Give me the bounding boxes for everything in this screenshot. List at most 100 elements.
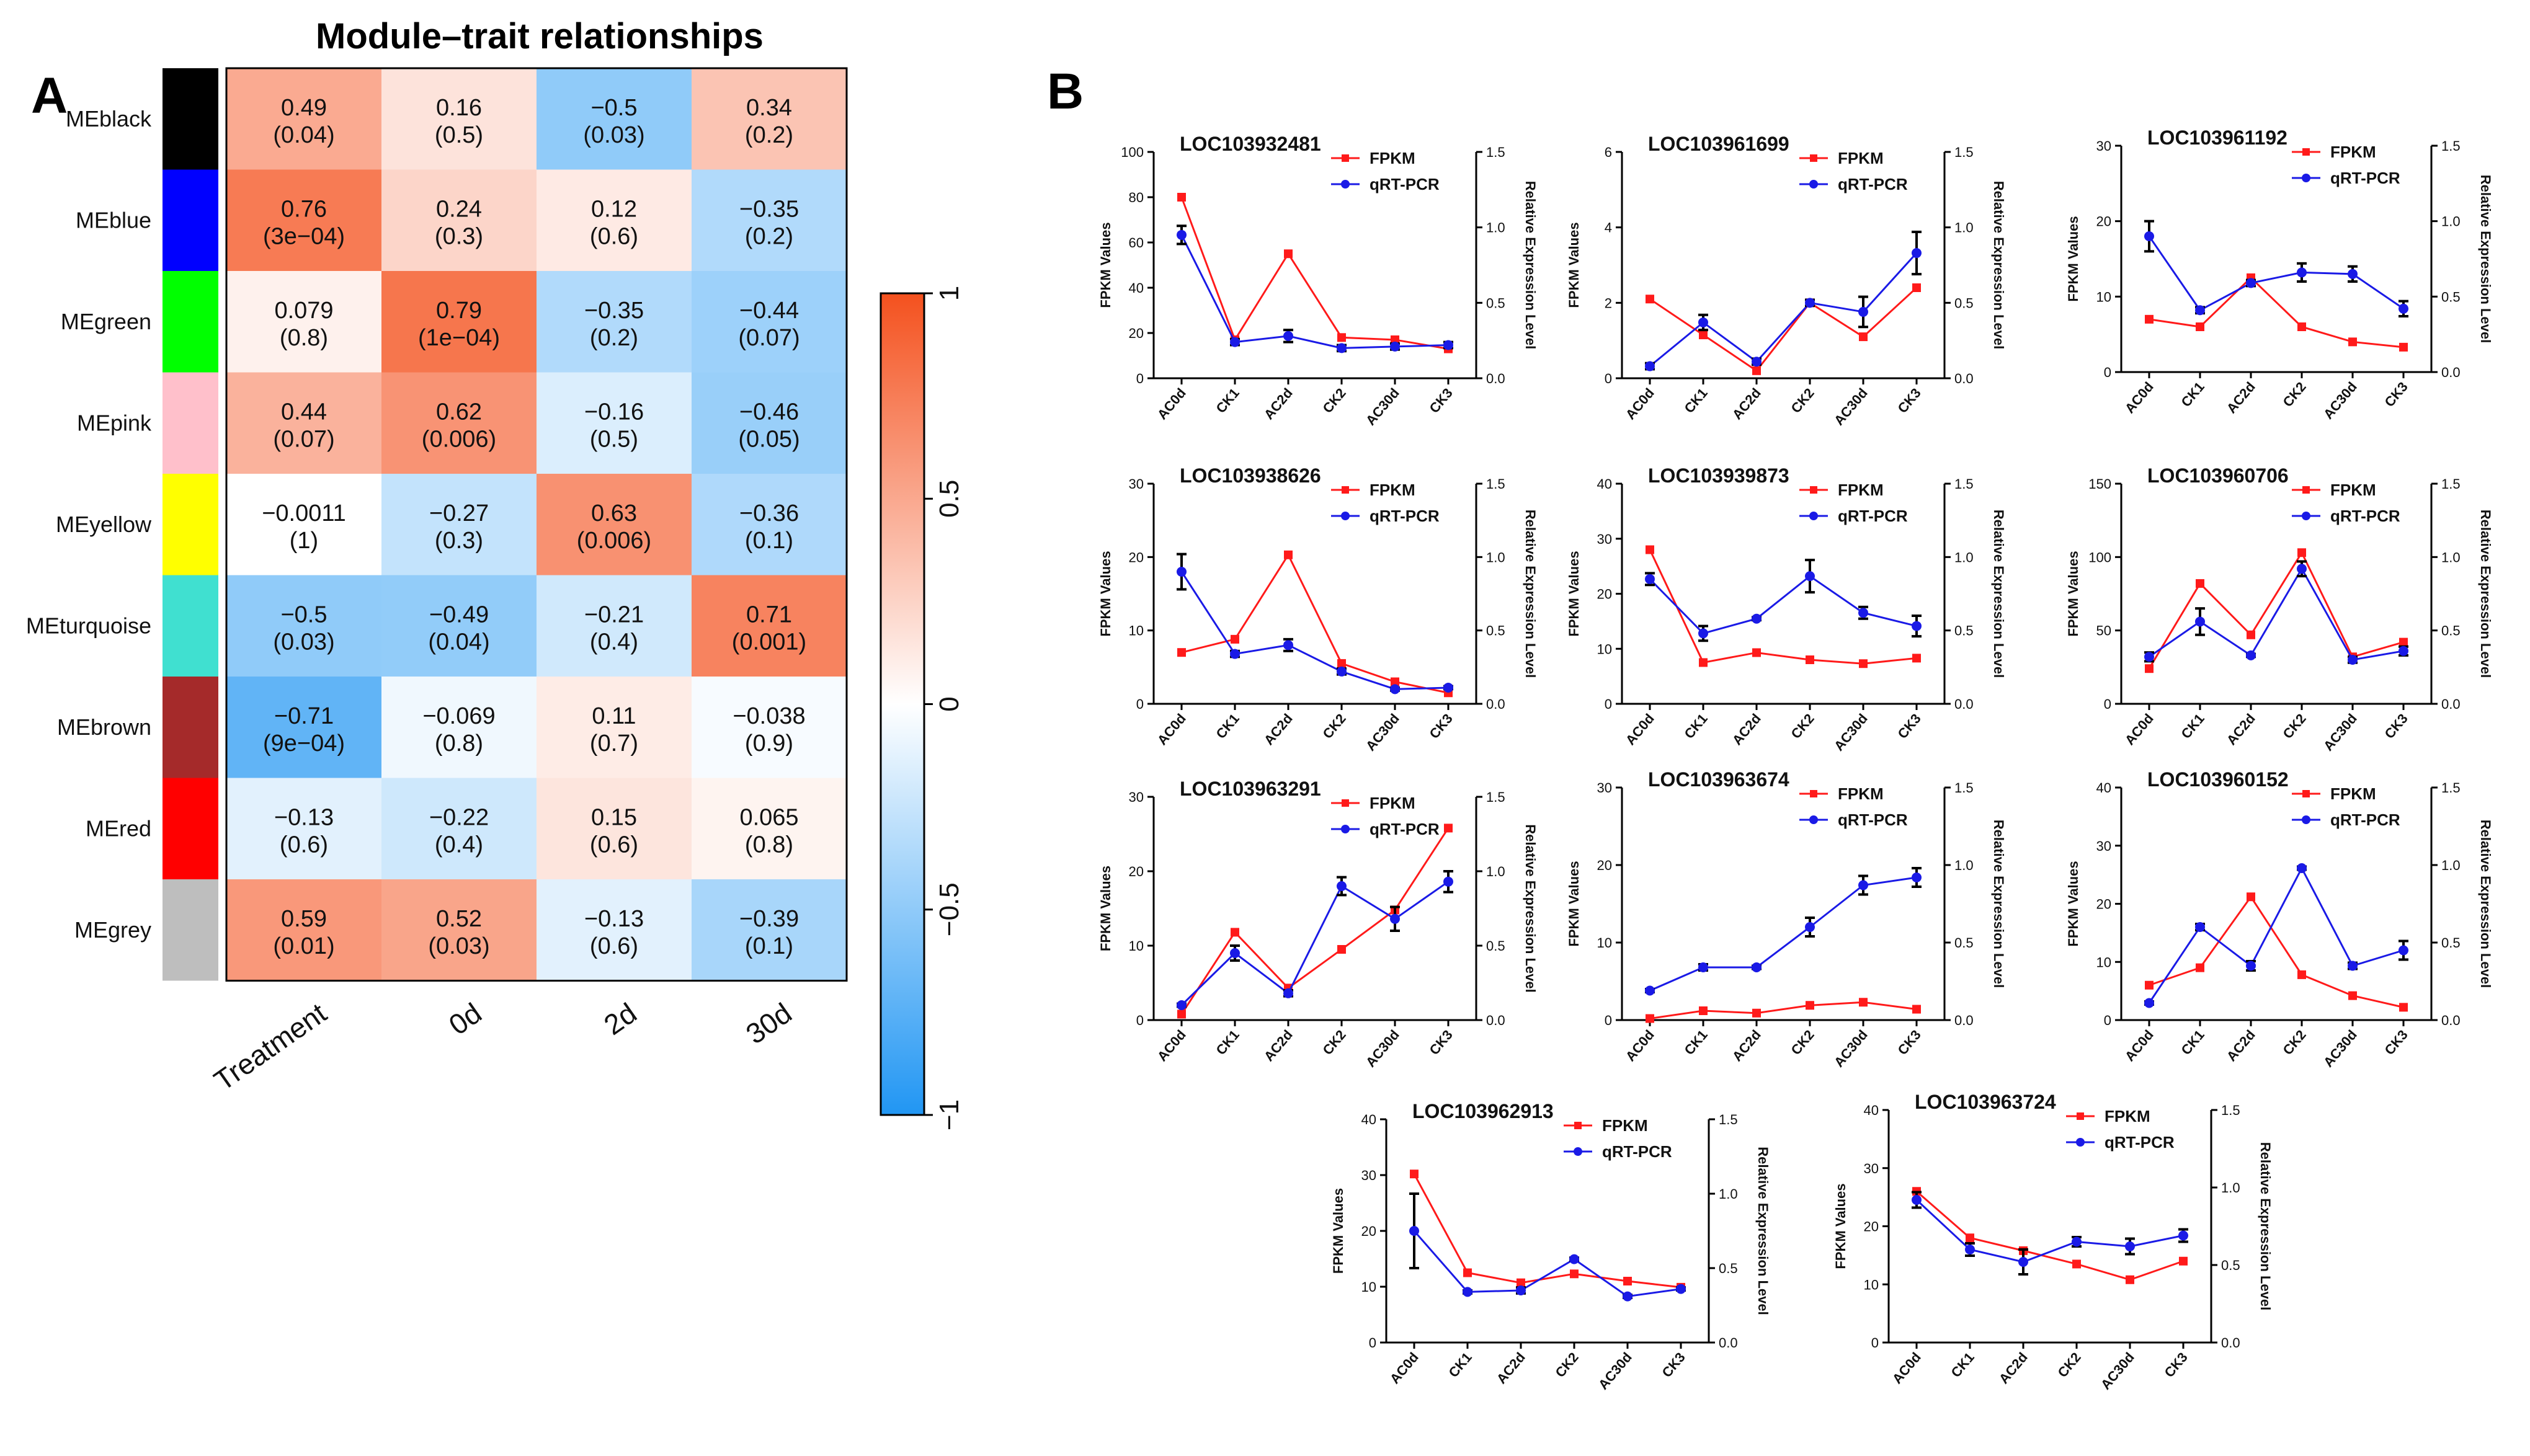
x-tick-label: CK3 xyxy=(1894,1027,1923,1058)
right-tick-label: 1.0 xyxy=(2441,214,2461,229)
right-tick-label: 1.5 xyxy=(1954,476,1974,492)
qrt-series-line xyxy=(1180,234,1449,349)
qrt-point xyxy=(1912,621,1922,631)
x-tick-label: CK3 xyxy=(2161,1349,2190,1380)
fpkm-point xyxy=(1699,331,1708,340)
qrt-point xyxy=(1390,341,1400,352)
right-tick-label: 1.0 xyxy=(1486,220,1505,236)
left-axis-title: FPKM Values xyxy=(2065,551,2081,636)
cell-correlation: 0.76 xyxy=(281,196,327,222)
legend-fpkm-label: FPKM xyxy=(2330,143,2376,161)
left-tick-label: 10 xyxy=(1597,641,1612,657)
right-axis-title: Relative Expression Level xyxy=(2478,820,2493,988)
line-chart: 0 10 20 30 0.0 0.5 1.0 1.5 FPKM Values Relative E… xyxy=(1566,768,2007,1070)
cell-pvalue: (0.1) xyxy=(745,933,793,959)
cell-pvalue: (0.006) xyxy=(422,426,496,452)
cell-correlation: −0.16 xyxy=(584,399,644,425)
right-axis-title: Relative Expression Level xyxy=(1991,510,2007,678)
cell-pvalue: (0.1) xyxy=(745,528,793,554)
qrt-point xyxy=(2125,1241,2135,1251)
qrt-point xyxy=(2195,305,2205,316)
cell-pvalue: (0.5) xyxy=(590,426,638,452)
qrt-point xyxy=(1230,948,1240,958)
left-axis-title: FPKM Values xyxy=(2065,861,2081,946)
colorbar-tick-label: 0 xyxy=(934,696,964,711)
left-tick-label: 10 xyxy=(2096,289,2111,304)
right-axis-title: Relative Expression Level xyxy=(1523,510,1538,678)
panel-a-heatmap: A Module–trait relationships 0.49(0.04)0… xyxy=(26,16,964,1130)
qrt-point xyxy=(1752,613,1762,624)
cell-pvalue: (9e−04) xyxy=(263,730,345,757)
cell-correlation: 0.24 xyxy=(436,196,482,222)
x-tick-label: AC0d xyxy=(2122,711,2157,748)
left-tick-label: 10 xyxy=(1361,1279,1376,1295)
qrt-point xyxy=(1645,574,1655,584)
x-tick-label: CK1 xyxy=(1948,1349,1977,1380)
fpkm-point xyxy=(1912,283,1921,292)
heatmap-cell xyxy=(226,677,381,778)
cell-correlation: 0.16 xyxy=(436,95,482,121)
right-tick-label: 0.0 xyxy=(1954,1013,1974,1028)
x-tick-label: AC2d xyxy=(2224,1027,2258,1064)
cell-pvalue: (0.6) xyxy=(590,223,638,249)
qrt-series-line xyxy=(1649,575,1917,635)
x-tick-label: AC30d xyxy=(2320,1027,2360,1070)
heatmap-cell xyxy=(226,372,381,474)
module-label: MEblue xyxy=(76,207,151,233)
cell-pvalue: (0.8) xyxy=(435,730,483,757)
left-tick-label: 2 xyxy=(1605,295,1612,311)
legend-qrt-marker xyxy=(2302,815,2310,824)
module-color-swatch xyxy=(163,474,218,575)
x-tick-label: CK2 xyxy=(1788,385,1817,416)
heatmap-cell xyxy=(692,474,847,575)
line-chart: 0 10 20 30 40 0.0 0.5 1.0 1.5 FPKM Values Relative… xyxy=(1566,464,2007,754)
fpkm-point xyxy=(1752,366,1761,375)
module-color-swatch xyxy=(163,68,218,170)
cell-correlation: 0.11 xyxy=(592,703,636,729)
cell-pvalue: (0.07) xyxy=(273,426,334,452)
qrt-series-line xyxy=(1649,252,1918,367)
qrt-series-line xyxy=(1180,571,1449,690)
qrt-point xyxy=(1858,608,1868,618)
cell-correlation: −0.46 xyxy=(739,399,799,425)
qrt-point xyxy=(1805,922,1815,932)
cell-correlation: −0.36 xyxy=(739,500,799,526)
cell-correlation: −0.22 xyxy=(429,804,489,830)
heatmap-cell xyxy=(226,879,381,981)
gene-title: LOC103960152 xyxy=(2147,768,2289,791)
cell-pvalue: (0.6) xyxy=(590,933,638,959)
right-tick-label: 0.5 xyxy=(1954,295,1974,311)
legend-qrt-label: qRT-PCR xyxy=(1370,820,1440,838)
x-tick-label: CK2 xyxy=(2054,1349,2083,1380)
heatmap-cell xyxy=(537,575,692,677)
qrt-point xyxy=(1230,649,1240,659)
cell-pvalue: (0.7) xyxy=(590,730,638,757)
fpkm-point xyxy=(1752,648,1761,657)
colorbar-tick-label: 0.5 xyxy=(934,480,964,518)
left-tick-label: 20 xyxy=(1597,587,1612,602)
heatmap-cell xyxy=(692,677,847,778)
left-tick-label: 60 xyxy=(1129,235,1144,251)
cell-correlation: −0.0011 xyxy=(262,500,346,526)
right-tick-label: 1.5 xyxy=(2441,476,2461,492)
left-tick-label: 0 xyxy=(2104,696,2111,712)
cell-correlation: 0.12 xyxy=(591,196,637,222)
right-axis-title: Relative Expression Level xyxy=(2478,510,2493,678)
x-tick-label: AC2d xyxy=(1494,1349,1528,1387)
right-tick-label: 0.0 xyxy=(1486,371,1505,386)
fpkm-point xyxy=(1177,193,1186,202)
right-axis-title: Relative Expression Level xyxy=(2478,175,2493,343)
right-tick-label: 0.0 xyxy=(2441,1013,2461,1028)
legend-qrt-marker xyxy=(2302,512,2310,520)
qrt-point xyxy=(2144,652,2154,662)
fpkm-point xyxy=(1231,634,1239,644)
line-chart: 0 10 20 30 0.0 0.5 1.0 1.5 FPKM Values Relative E… xyxy=(2065,127,2493,422)
qrt-point xyxy=(2144,231,2154,241)
legend-fpkm-marker xyxy=(1810,154,1817,162)
x-tick-label: CK1 xyxy=(1681,385,1710,416)
legend-qrt-marker xyxy=(1809,512,1818,520)
qrt-point xyxy=(2178,1230,2188,1241)
cell-pvalue: (0.001) xyxy=(732,629,806,655)
